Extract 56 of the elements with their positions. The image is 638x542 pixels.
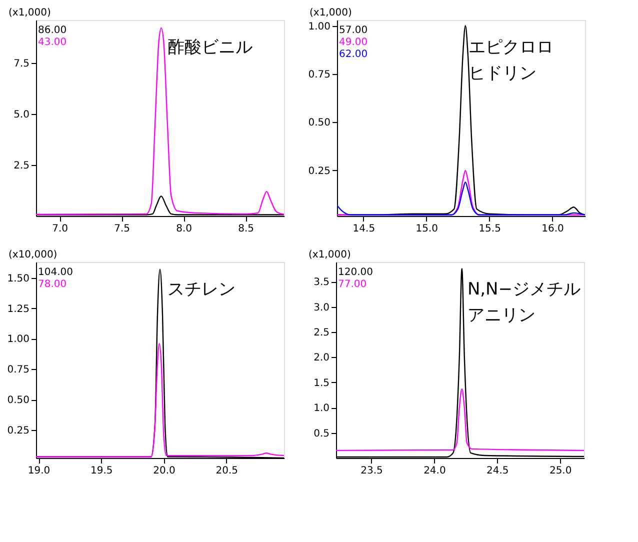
y-tick-label: 2.5 <box>314 328 330 339</box>
text: 57.00 <box>339 25 368 36</box>
y-axis-title: (x1,000) <box>308 250 351 260</box>
y-tick-label: 3.5 <box>314 277 330 288</box>
y-tick-label: 0.75 <box>308 70 330 81</box>
x-tick-label: 8.5 <box>238 224 254 234</box>
y-tick-label: 1.00 <box>7 334 30 346</box>
text: 酢酸ビニル <box>167 38 252 58</box>
y-tick-label: 0.50 <box>308 118 330 129</box>
text: 86.00 <box>38 25 67 36</box>
x-tick-label: 15.5 <box>478 224 501 234</box>
y-axis-title: (x1,000) <box>8 8 51 18</box>
x-tick-label: 8.0 <box>176 224 192 234</box>
x-tick-label: 7.5 <box>114 224 130 234</box>
text: 77.00 <box>338 279 367 290</box>
x-tick-label: 24.5 <box>486 466 509 476</box>
line-series <box>336 388 584 452</box>
y-tick-label: 7.5 <box>14 58 30 70</box>
x-tick-label: 16.0 <box>542 224 564 234</box>
y-tick-label: 0.5 <box>314 428 330 440</box>
text: 43.00 <box>38 37 67 48</box>
y-tick-label: 1.50 <box>7 273 30 284</box>
y-axis-title: (x1,000) <box>310 8 352 18</box>
y-tick-label: 0.50 <box>7 395 30 406</box>
x-tick-label: 24.0 <box>424 466 446 476</box>
y-tick-label: 2.0 <box>314 352 330 364</box>
text: 62.00 <box>339 49 368 60</box>
x-tick-label: 19.0 <box>28 466 50 476</box>
text: 49.00 <box>339 37 368 48</box>
y-tick-label: 2.5 <box>14 160 30 172</box>
x-tick-label: 20.0 <box>153 466 176 476</box>
text: 104.00 <box>38 267 73 278</box>
y-axis-title: (x10,000) <box>8 250 58 260</box>
text: スチレン <box>167 280 236 300</box>
y-tick-label: 1.5 <box>314 378 330 389</box>
text: エピクロロ <box>468 38 554 58</box>
x-tick-label: 25.0 <box>549 466 572 476</box>
x-tick-label: 7.0 <box>52 224 68 234</box>
y-tick-label: 1.0 <box>314 403 330 414</box>
text: ヒドリン <box>468 64 536 84</box>
y-tick-label: 0.25 <box>308 166 330 177</box>
y-tick-label: 1.25 <box>7 304 30 315</box>
x-tick-label: 19.5 <box>90 466 113 476</box>
text: N,N−ジメチル <box>467 280 581 300</box>
x-tick-label: 14.5 <box>352 224 376 234</box>
x-tick-label: 20.5 <box>216 466 238 476</box>
y-tick-label: 3.0 <box>314 302 330 314</box>
y-tick-label: 0.75 <box>7 364 30 376</box>
x-tick-label: 15.0 <box>416 224 438 234</box>
x-tick-label: 23.5 <box>360 466 383 476</box>
y-tick-label: 1.00 <box>308 21 330 32</box>
text: 78.00 <box>38 279 67 290</box>
y-tick-label: 5.0 <box>14 109 30 120</box>
y-tick-label: 0.25 <box>7 426 30 436</box>
text: アニリン <box>467 306 536 326</box>
text: 120.00 <box>338 267 373 278</box>
